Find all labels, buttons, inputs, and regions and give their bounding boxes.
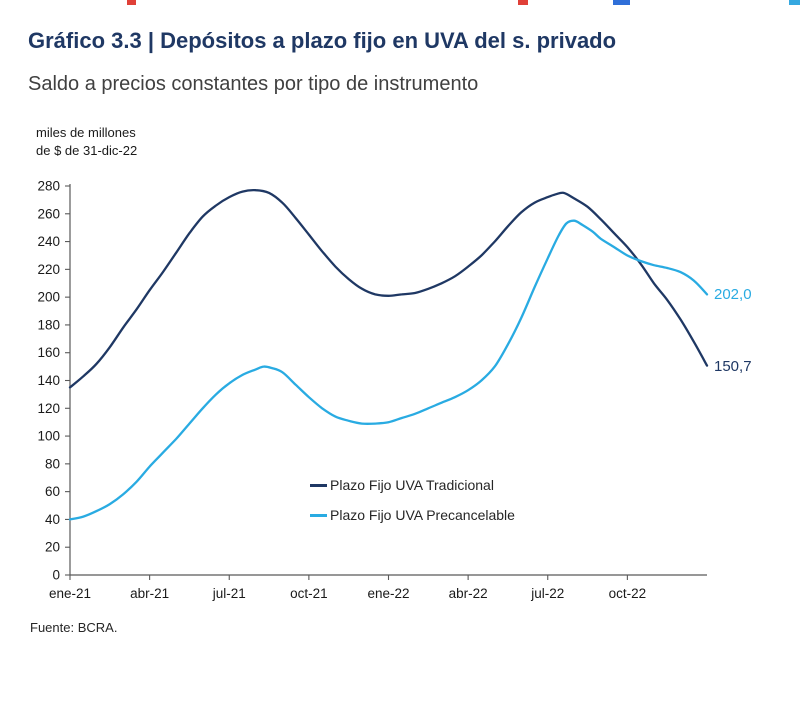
value-label-tradicional: 150,7 (714, 357, 752, 375)
y-axis-unit-line-1: miles de millones (36, 125, 136, 140)
y-tick-label: 180 (37, 317, 60, 332)
y-axis-unit-label: miles de millones de $ de 31-dic-22 (36, 124, 137, 159)
y-tick-label: 200 (37, 290, 60, 305)
series-line-0 (68, 188, 709, 389)
chart-subtitle: Saldo a precios constantes por tipo de i… (28, 73, 479, 95)
x-tick-label: oct-21 (290, 586, 328, 601)
screen-artifact (127, 0, 136, 5)
y-tick-label: 160 (37, 345, 60, 360)
x-tick-label: abr-21 (130, 586, 169, 601)
source-note: Fuente: BCRA. (30, 620, 118, 635)
chart-title: Gráfico 3.3 | Depósitos a plazo fijo en … (28, 28, 617, 53)
screen-artifact (613, 0, 630, 5)
legend-swatch-tradicional (310, 483, 327, 487)
x-tick-label: jul-22 (530, 586, 564, 601)
legend-label-tradicional: Plazo Fijo UVA Tradicional (330, 477, 494, 493)
y-tick-label: 20 (45, 540, 60, 555)
y-tick-label: 260 (37, 206, 60, 221)
legend-label-precancelable: Plazo Fijo UVA Precancelable (330, 507, 515, 523)
x-tick-label: ene-22 (367, 586, 409, 601)
chart-legend: Plazo Fijo UVA Tradicional Plazo Fijo UV… (310, 477, 515, 523)
line-chart: 0 20 40 60 80 100 120 140 160 180 200 220 240 260 280 e… (37, 179, 709, 601)
y-tick-label: 80 (45, 456, 60, 471)
y-tick-label: 60 (45, 484, 60, 499)
x-tick-label: abr-22 (449, 586, 488, 601)
x-tick-label: jul-21 (212, 586, 246, 601)
y-tick-label: 120 (37, 401, 60, 416)
y-tick-label: 220 (37, 262, 60, 277)
screen-artifact (518, 0, 528, 5)
y-axis-unit-line-2: de $ de 31-dic-22 (36, 142, 138, 158)
y-tick-label: 280 (37, 179, 60, 194)
legend-item-tradicional: Plazo Fijo UVA Tradicional (310, 477, 515, 493)
y-tick-label: 0 (52, 568, 60, 583)
series-line-1 (68, 219, 709, 521)
x-tick-label: ene-21 (49, 586, 91, 601)
y-tick-label: 40 (45, 512, 60, 527)
x-tick-label: oct-22 (609, 586, 647, 601)
screen-artifact (789, 0, 800, 5)
legend-swatch-precancelable (310, 513, 327, 517)
y-tick-label: 100 (37, 429, 60, 444)
y-tick-label: 140 (37, 373, 60, 388)
legend-item-precancelable: Plazo Fijo UVA Precancelable (310, 507, 515, 523)
value-label-precancelable: 202,0 (714, 286, 752, 304)
y-tick-label: 240 (37, 234, 60, 249)
